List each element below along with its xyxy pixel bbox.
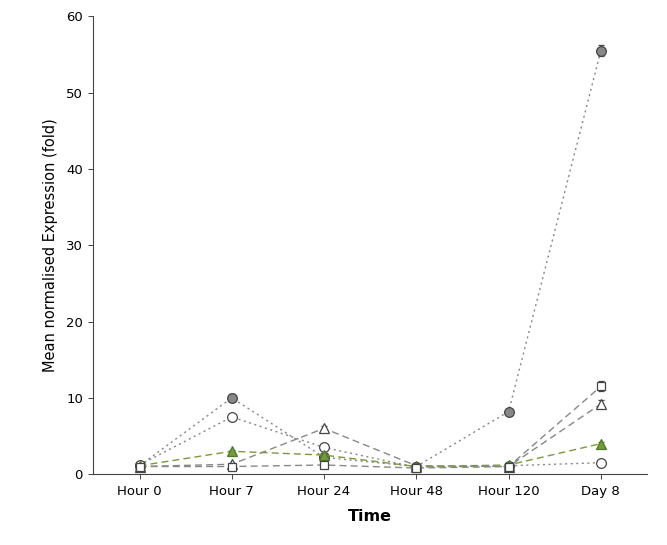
X-axis label: Time: Time [348, 508, 392, 524]
Y-axis label: Mean normalised Expression (fold): Mean normalised Expression (fold) [43, 118, 58, 372]
